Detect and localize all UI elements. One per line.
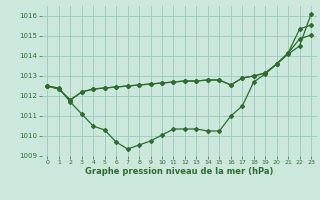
X-axis label: Graphe pression niveau de la mer (hPa): Graphe pression niveau de la mer (hPa) — [85, 167, 273, 176]
